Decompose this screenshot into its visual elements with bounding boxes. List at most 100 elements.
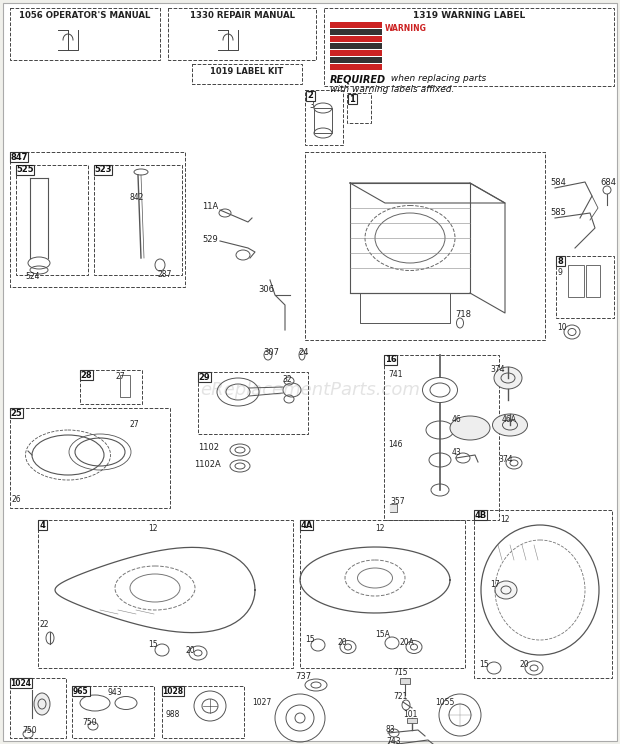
Text: 4A: 4A (300, 521, 312, 530)
Text: 26: 26 (12, 495, 22, 504)
Bar (10, 678, 32, 688)
Ellipse shape (495, 581, 517, 599)
Text: 27: 27 (116, 372, 126, 381)
Text: 17: 17 (490, 580, 500, 589)
Bar (80, 370, 142, 404)
Text: 943: 943 (108, 688, 123, 697)
Bar (80, 370, 93, 380)
Text: 27: 27 (130, 420, 140, 429)
Text: 1102A: 1102A (194, 460, 221, 469)
Text: 101: 101 (403, 710, 417, 719)
Bar (162, 686, 184, 696)
Text: 847: 847 (10, 153, 27, 161)
Text: 1028: 1028 (162, 687, 184, 696)
Bar (330, 22, 382, 28)
Bar (38, 520, 46, 530)
Text: 15: 15 (148, 640, 157, 649)
Text: 4B: 4B (474, 510, 487, 519)
Text: 529: 529 (202, 235, 218, 244)
Bar (384, 355, 397, 365)
Text: 374: 374 (498, 455, 513, 464)
Bar (330, 50, 382, 56)
Text: 1330 REPAIR MANUAL: 1330 REPAIR MANUAL (190, 11, 294, 20)
Bar (72, 686, 154, 738)
Text: 357: 357 (390, 497, 405, 506)
Bar (314, 108, 332, 133)
Bar (16, 165, 88, 275)
Text: 146: 146 (388, 440, 402, 449)
Text: 20: 20 (338, 638, 348, 647)
Bar (10, 408, 23, 418)
Text: 525: 525 (16, 165, 33, 175)
Text: 1056 OPERATOR'S MANUAL: 1056 OPERATOR'S MANUAL (19, 11, 151, 20)
Bar (16, 165, 33, 175)
Text: eReplacementParts.com: eReplacementParts.com (200, 381, 420, 399)
Text: 743: 743 (386, 737, 401, 744)
Text: 2: 2 (308, 92, 313, 100)
Bar (300, 520, 313, 530)
Text: 684: 684 (600, 178, 616, 187)
Bar (474, 510, 612, 678)
Text: WARNING: WARNING (385, 24, 427, 33)
Bar (120, 375, 130, 397)
Text: 1024: 1024 (11, 679, 32, 687)
Bar (407, 718, 417, 723)
Text: when replacing parts: when replacing parts (388, 74, 486, 83)
Text: 741: 741 (388, 370, 402, 379)
Bar (198, 372, 211, 382)
Text: 83: 83 (386, 725, 396, 734)
Bar (306, 91, 314, 101)
Bar (474, 510, 487, 520)
Bar (330, 36, 382, 42)
Text: 715: 715 (393, 668, 407, 677)
Text: 12: 12 (375, 524, 384, 533)
Ellipse shape (494, 367, 522, 389)
Text: 12: 12 (148, 524, 157, 533)
Text: 584: 584 (550, 178, 566, 187)
Text: 20A: 20A (400, 638, 415, 647)
Bar (348, 94, 356, 104)
Text: 46A: 46A (502, 415, 517, 424)
Text: 306: 306 (258, 285, 274, 294)
Ellipse shape (492, 414, 528, 436)
Bar (10, 152, 27, 162)
Text: 1055: 1055 (435, 698, 454, 707)
Text: 25: 25 (11, 408, 22, 417)
Text: 1027: 1027 (252, 698, 272, 707)
Bar (10, 678, 66, 738)
Text: 523: 523 (94, 165, 112, 175)
Bar (556, 256, 564, 266)
Text: 988: 988 (165, 710, 179, 719)
Text: 718: 718 (455, 310, 471, 319)
Ellipse shape (450, 416, 490, 440)
Bar (10, 152, 185, 287)
Text: with warning labels affixed.: with warning labels affixed. (330, 85, 454, 94)
Text: 965: 965 (73, 687, 89, 696)
Bar (94, 165, 182, 275)
Bar (568, 265, 584, 297)
Text: 4: 4 (39, 521, 45, 530)
Bar (192, 64, 302, 84)
Bar (347, 93, 371, 123)
Text: 11A: 11A (202, 202, 218, 211)
Text: 15A: 15A (375, 630, 390, 639)
Bar (305, 152, 545, 340)
Text: 24: 24 (298, 348, 309, 357)
Bar (324, 8, 614, 86)
Text: 1102: 1102 (198, 443, 219, 452)
Text: 307: 307 (263, 348, 279, 357)
Text: 585: 585 (550, 208, 566, 217)
Text: 10: 10 (557, 323, 567, 332)
Text: 374: 374 (490, 365, 505, 374)
Text: 32: 32 (282, 375, 291, 384)
Bar (556, 256, 614, 318)
Text: 721: 721 (393, 692, 407, 701)
Ellipse shape (34, 693, 50, 715)
Text: REQUIRED: REQUIRED (330, 74, 386, 84)
Bar (162, 686, 244, 738)
Bar (330, 43, 382, 49)
Bar (305, 90, 343, 145)
Text: 22: 22 (40, 620, 50, 629)
Bar (330, 29, 382, 35)
Bar (400, 678, 410, 684)
